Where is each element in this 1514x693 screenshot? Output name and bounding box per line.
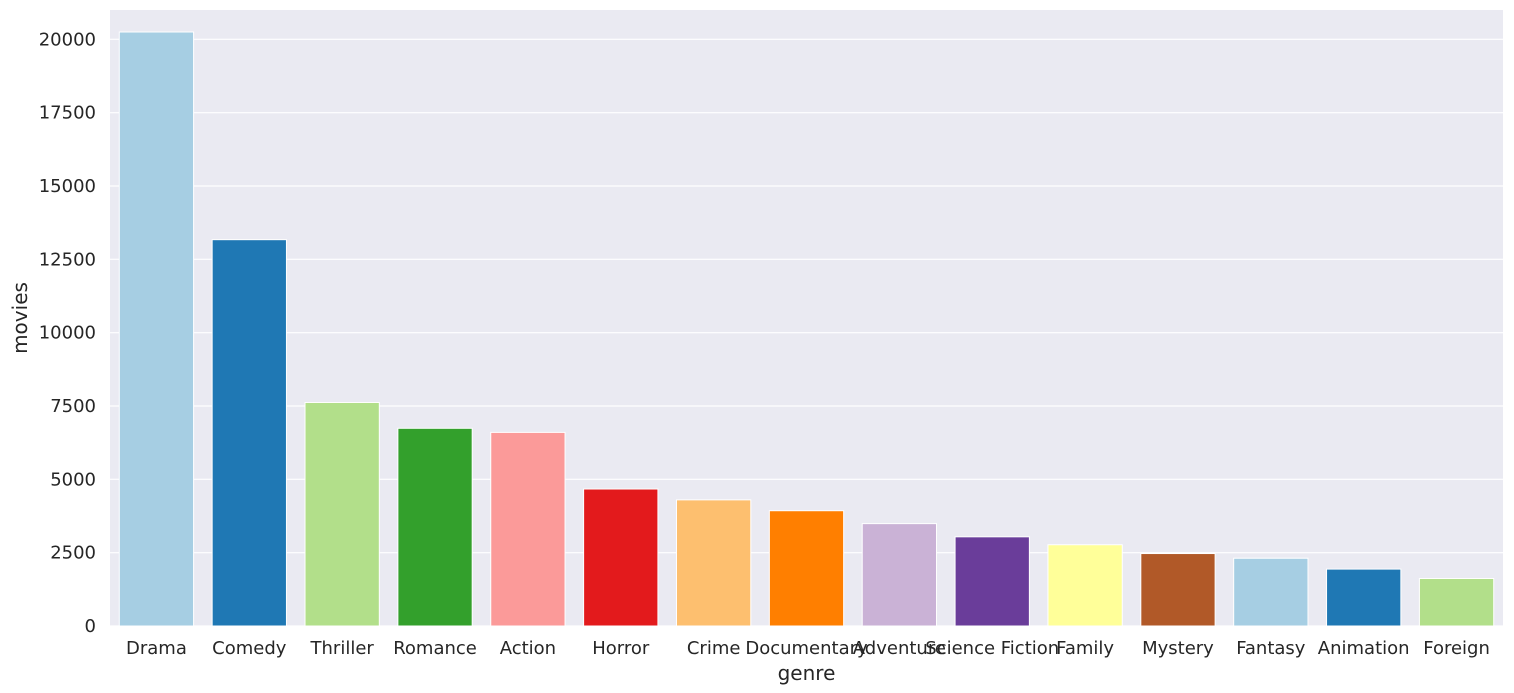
x-tick-label: Adventure: [853, 638, 946, 659]
bar-science-fiction: [954, 536, 1030, 627]
bar-adventure: [861, 523, 938, 627]
x-tick-labels: Drama Comedy Thriller Romance Action Horror Cr…: [126, 638, 1490, 659]
x-tick-label: Comedy: [212, 638, 287, 659]
bar-foreign: [1418, 577, 1495, 627]
bar-thriller: [304, 401, 380, 627]
y-axis-label: movies: [8, 282, 32, 354]
x-tick-label: Documentary: [745, 638, 868, 659]
y-tick-label: 10000: [39, 323, 96, 344]
y-tick-label: 5000: [50, 469, 96, 490]
y-tick-label: 2500: [50, 543, 96, 564]
y-tick-label: 20000: [39, 29, 96, 50]
bar-romance: [397, 427, 473, 627]
y-tick-label: 15000: [39, 176, 96, 197]
x-tick-label: Science Fiction: [925, 638, 1059, 659]
y-tick-label: 17500: [39, 103, 96, 124]
bar-family: [1047, 544, 1123, 627]
bars: [118, 31, 1495, 627]
x-tick-label: Drama: [126, 638, 187, 659]
bar-crime: [675, 499, 752, 627]
y-tick-label: 0: [85, 616, 96, 637]
x-tick-label: Animation: [1318, 638, 1410, 659]
x-tick-label: Family: [1056, 638, 1114, 659]
bar-animation: [1326, 568, 1402, 627]
x-tick-label: Romance: [393, 638, 477, 659]
bar-action: [490, 431, 566, 627]
bar-fantasy: [1233, 557, 1309, 627]
y-tick-labels: 0 2500 5000 7500 10000 12500 15000 17500 20000: [39, 29, 96, 637]
bar-horror: [583, 488, 659, 627]
bar-drama: [118, 31, 195, 627]
x-tick-label: Foreign: [1423, 638, 1490, 659]
x-tick-label: Fantasy: [1236, 638, 1306, 659]
y-tick-label: 7500: [50, 396, 96, 417]
y-tick-label: 12500: [39, 249, 96, 270]
bar-documentary: [768, 510, 845, 627]
x-tick-label: Horror: [592, 638, 650, 659]
bar-mystery: [1140, 553, 1216, 627]
bar-comedy: [211, 239, 287, 627]
x-tick-label: Crime: [687, 638, 741, 659]
x-tick-label: Action: [500, 638, 556, 659]
x-tick-label: Mystery: [1142, 638, 1214, 659]
x-tick-label: Thriller: [310, 638, 375, 659]
x-axis-label: genre: [778, 661, 836, 685]
